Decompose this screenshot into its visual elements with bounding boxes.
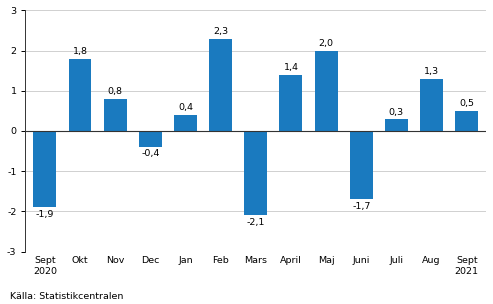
Bar bbox=[420, 79, 443, 131]
Text: 2,0: 2,0 bbox=[318, 39, 334, 48]
Bar bbox=[280, 75, 302, 131]
Text: 1,4: 1,4 bbox=[283, 63, 298, 72]
Text: -0,4: -0,4 bbox=[141, 150, 159, 158]
Text: 1,8: 1,8 bbox=[72, 47, 87, 56]
Bar bbox=[315, 51, 338, 131]
Bar bbox=[209, 39, 232, 131]
Text: 0,4: 0,4 bbox=[178, 103, 193, 112]
Bar bbox=[245, 131, 267, 215]
Text: -2,1: -2,1 bbox=[246, 218, 265, 227]
Text: 1,3: 1,3 bbox=[424, 67, 439, 76]
Bar bbox=[456, 111, 478, 131]
Bar bbox=[174, 115, 197, 131]
Bar bbox=[104, 99, 127, 131]
Text: 0,5: 0,5 bbox=[459, 99, 474, 109]
Text: 2,3: 2,3 bbox=[213, 27, 228, 36]
Bar bbox=[34, 131, 56, 207]
Text: -1,9: -1,9 bbox=[35, 210, 54, 219]
Bar bbox=[350, 131, 373, 199]
Bar bbox=[385, 119, 408, 131]
Text: 0,3: 0,3 bbox=[389, 108, 404, 116]
Bar bbox=[69, 59, 91, 131]
Text: -1,7: -1,7 bbox=[352, 202, 370, 211]
Bar bbox=[139, 131, 162, 147]
Text: 0,8: 0,8 bbox=[107, 88, 123, 96]
Text: Källa: Statistikcentralen: Källa: Statistikcentralen bbox=[10, 292, 123, 301]
